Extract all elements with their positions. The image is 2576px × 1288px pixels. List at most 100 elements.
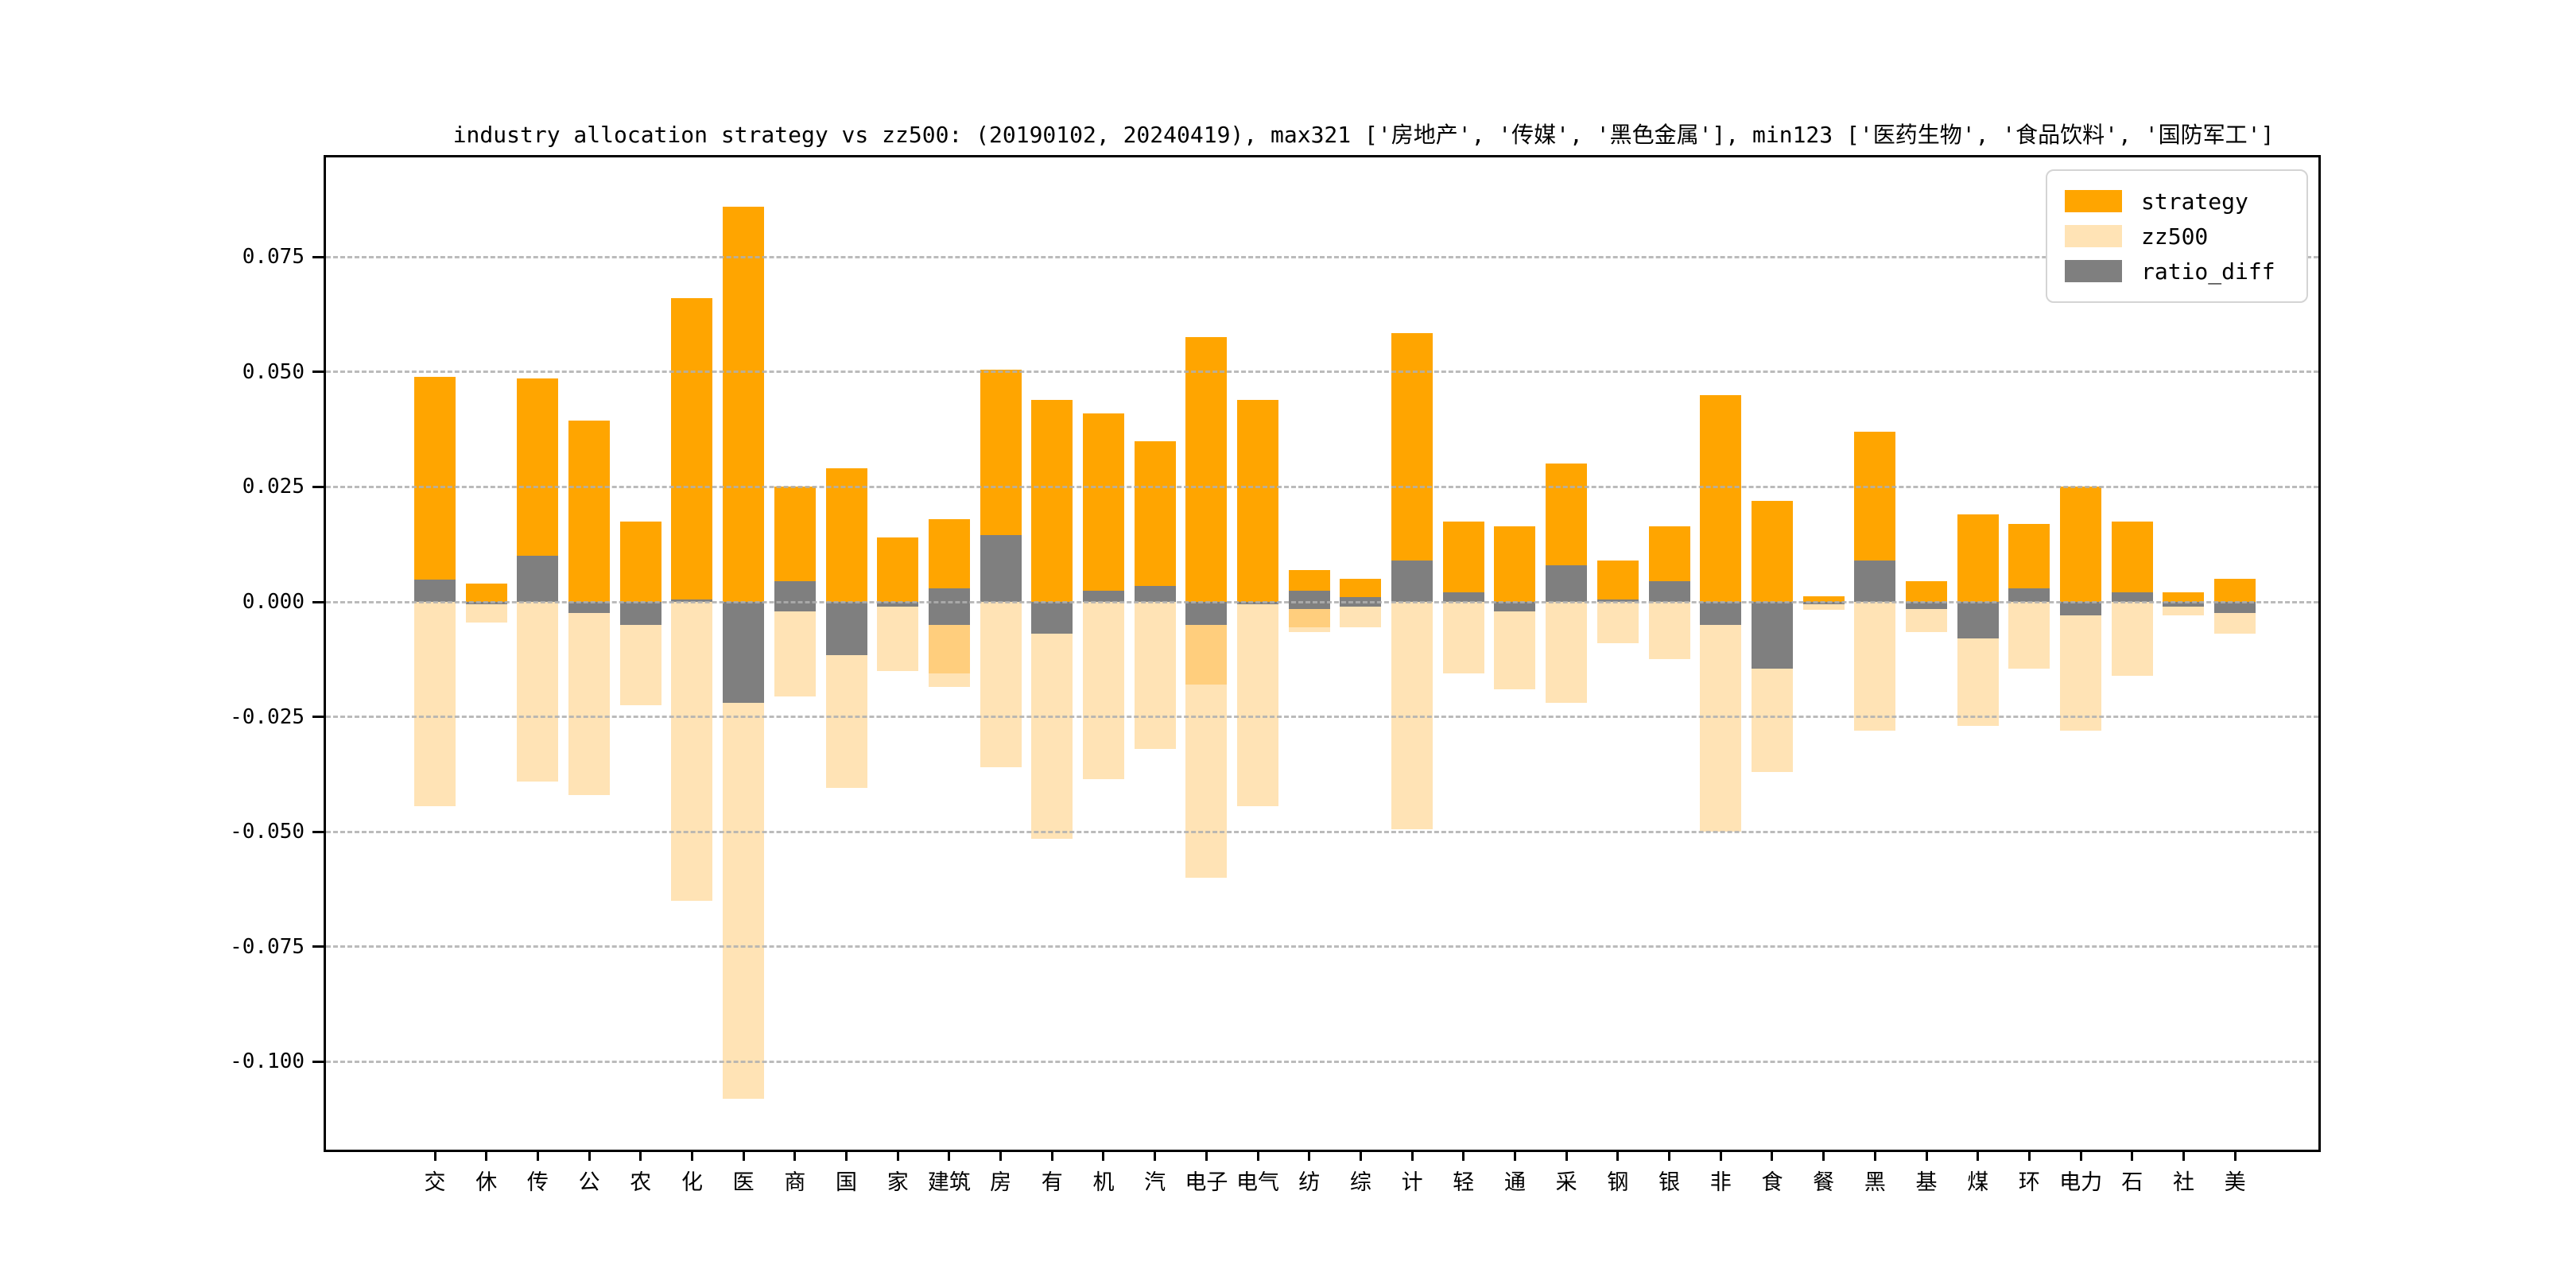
x-tick-化: [690, 1150, 693, 1161]
legend-item-ratio-diff: ratio_diff: [2065, 254, 2289, 289]
bar-zz500-石: [2111, 602, 2153, 676]
x-tick-煤: [1977, 1150, 1980, 1161]
bar-strategy-石: [2111, 521, 2153, 602]
bar-strategy-社: [2163, 592, 2205, 602]
bar-strategy-计: [1391, 332, 1433, 602]
bar-strategy-公: [568, 420, 611, 602]
bar-zz500-汽: [1134, 602, 1176, 750]
x-tick-电力: [2079, 1150, 2082, 1161]
bar-ratio-diff-计: [1391, 560, 1433, 602]
x-tick-石: [2131, 1150, 2134, 1161]
bar-ratio-diff-国: [825, 602, 867, 655]
x-tick-综: [1359, 1150, 1362, 1161]
bar-zz500-休: [465, 602, 507, 623]
x-tick-label-商: 商: [784, 1170, 806, 1195]
bar-zz500-钢: [1596, 602, 1639, 644]
x-tick-label-家: 家: [886, 1170, 909, 1195]
bar-zz500-房: [980, 602, 1022, 768]
bar-zz500-轻: [1442, 602, 1484, 673]
y-tick-label-0.025: 0.025: [242, 475, 305, 499]
y-tick-label--0.075: -0.075: [230, 934, 305, 959]
y-tick--0.075: [312, 945, 324, 949]
bar-ratio-diff-环: [2008, 588, 2050, 602]
x-tick-休: [485, 1150, 488, 1161]
bar-ratio-diff-房: [980, 535, 1022, 602]
x-tick-美: [2233, 1150, 2237, 1161]
x-tick-label-钢: 钢: [1607, 1170, 1629, 1195]
grid-line--0.025: [326, 716, 2318, 719]
x-tick-纺: [1308, 1150, 1311, 1161]
bar-zz500-通: [1494, 602, 1536, 689]
bar-strategy-家: [877, 537, 919, 602]
x-tick-label-医: 医: [732, 1170, 755, 1195]
x-tick-label-食: 食: [1761, 1170, 1783, 1195]
bar-ratio-diff-建筑: [928, 588, 970, 625]
bar-strategy-电气: [1237, 399, 1279, 602]
grid-line--0.050: [326, 830, 2318, 833]
y-tick-0.025: [312, 485, 324, 488]
bar-zz500-银: [1648, 602, 1690, 660]
bar-zz500-公: [568, 602, 611, 795]
grid-line-0.075: [326, 255, 2318, 258]
x-tick-钢: [1616, 1150, 1620, 1161]
bar-strategy-机: [1082, 413, 1124, 602]
legend-box: strategy zz500 ratio_diff: [2046, 169, 2308, 303]
x-tick-银: [1668, 1150, 1671, 1161]
y-tick--0.100: [312, 1060, 324, 1063]
x-tick-label-机: 机: [1092, 1170, 1115, 1195]
bar-strategy-餐: [1802, 596, 1845, 602]
bar-ratio-diff-食: [1751, 602, 1793, 669]
bar-zz500-化: [671, 602, 713, 901]
x-tick-非: [1719, 1150, 1722, 1161]
zz500-swatch: [2065, 225, 2122, 247]
grid-line--0.100: [326, 1060, 2318, 1063]
x-tick-轻: [1462, 1150, 1465, 1161]
bar-strategy-国: [825, 468, 867, 602]
bar-ratio-diff-公: [568, 602, 611, 614]
bar-strategy-医: [723, 206, 765, 602]
bar-zz500-电力: [2060, 602, 2102, 731]
bar-strategy-非: [1700, 394, 1742, 602]
bar-overlap-建筑: [928, 624, 970, 673]
bar-ratio-diff-通: [1494, 602, 1536, 611]
x-tick-建筑: [948, 1150, 951, 1161]
x-tick-房: [999, 1150, 1003, 1161]
x-tick-商: [793, 1150, 797, 1161]
bar-strategy-电子: [1185, 337, 1228, 602]
x-tick-label-通: 通: [1503, 1170, 1526, 1195]
bar-strategy-休: [465, 583, 507, 602]
bar-ratio-diff-机: [1082, 590, 1124, 602]
bar-ratio-diff-汽: [1134, 585, 1176, 602]
bar-zz500-环: [2008, 602, 2050, 669]
y-tick-label--0.100: -0.100: [230, 1049, 305, 1074]
x-tick-计: [1410, 1150, 1414, 1161]
x-tick-环: [2027, 1150, 2031, 1161]
y-tick-label-0.075: 0.075: [242, 245, 305, 270]
legend-item-strategy: strategy: [2065, 184, 2289, 219]
legend-item-zz500: zz500: [2065, 219, 2289, 254]
bar-strategy-美: [2214, 579, 2256, 602]
bar-ratio-diff-基: [1906, 602, 1947, 609]
bar-zz500-黑: [1854, 602, 1896, 731]
bar-strategy-轻: [1442, 521, 1484, 602]
x-tick-label-国: 国: [836, 1170, 858, 1195]
x-tick-label-交: 交: [424, 1170, 446, 1195]
x-tick-医: [742, 1150, 745, 1161]
x-tick-label-纺: 纺: [1298, 1170, 1321, 1195]
bar-zz500-交: [414, 602, 456, 807]
y-tick-label--0.025: -0.025: [230, 704, 305, 729]
x-tick-label-餐: 餐: [1813, 1170, 1835, 1195]
x-tick-label-社: 社: [2172, 1170, 2194, 1195]
x-tick-label-美: 美: [2224, 1170, 2246, 1195]
bar-strategy-钢: [1596, 560, 1639, 602]
x-tick-label-环: 环: [2018, 1170, 2040, 1195]
ratio-diff-swatch: [2065, 260, 2122, 282]
bar-overlap-电子: [1185, 624, 1228, 685]
x-tick-农: [639, 1150, 642, 1161]
bar-ratio-diff-采: [1546, 564, 1588, 602]
x-tick-国: [845, 1150, 848, 1161]
x-tick-label-石: 石: [2121, 1170, 2143, 1195]
bar-strategy-农: [619, 521, 661, 602]
legend-label-ratio-diff: ratio_diff: [2141, 258, 2275, 285]
